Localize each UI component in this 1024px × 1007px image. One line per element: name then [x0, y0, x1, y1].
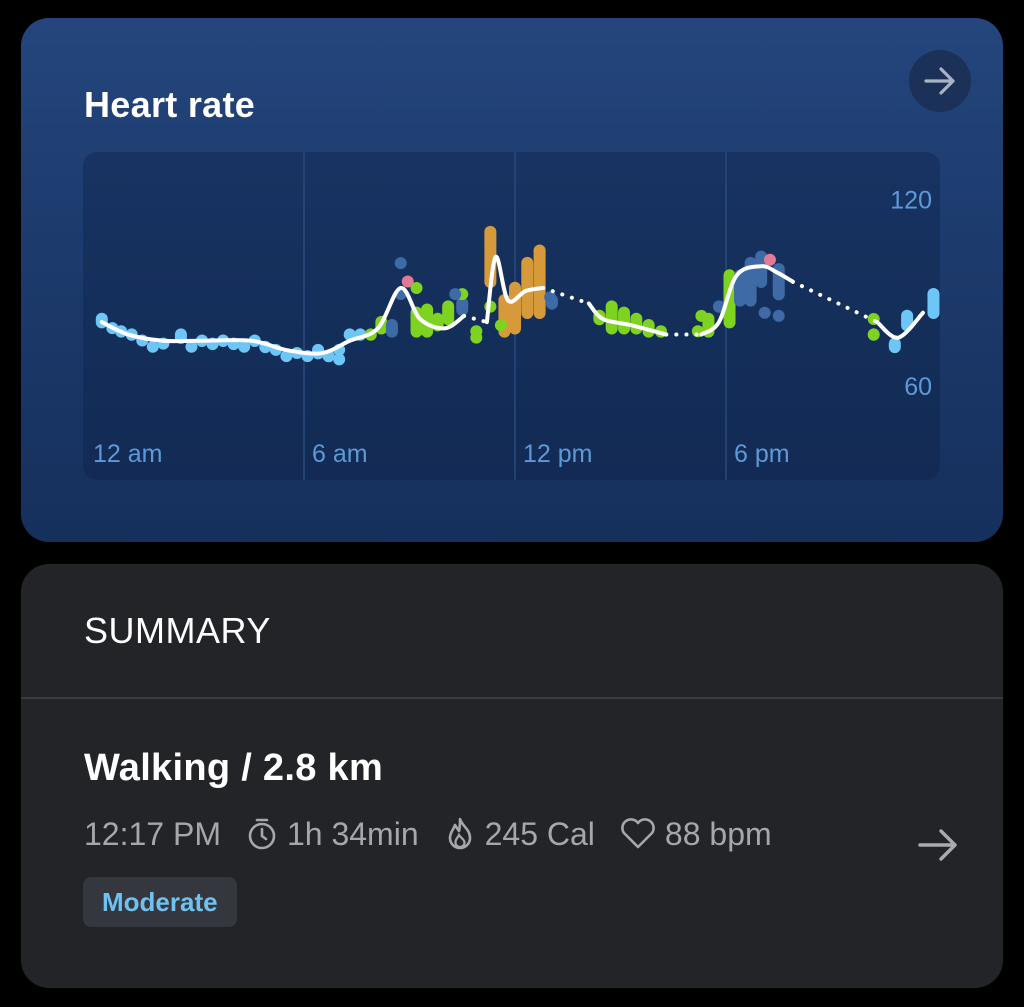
hr-bar-31 — [421, 303, 434, 338]
activity-duration-item: 1h 34min — [245, 816, 419, 853]
hr-bar-17 — [280, 350, 293, 363]
hr-bar-55 — [763, 253, 776, 266]
summary-card: SUMMARY Walking / 2.8 km 12:17 PM 1h 34m… — [21, 564, 1003, 988]
hr-bar-58 — [888, 337, 901, 354]
hr-bar-40 — [533, 244, 546, 320]
hr-bar-30 — [410, 306, 423, 338]
summary-title: SUMMARY — [84, 610, 271, 651]
activity-title: Walking / 2.8 km — [84, 747, 384, 789]
hr-bar-34 — [456, 297, 469, 316]
hr-bar-43 — [605, 300, 618, 335]
y-tick-label-1: 60 — [904, 373, 932, 401]
hr-bar-38 — [509, 281, 521, 335]
hr-dot-12 — [333, 353, 346, 366]
activity-meta: 12:17 PM 1h 34min 245 Cal — [84, 814, 796, 854]
hr-dot-5 — [494, 319, 507, 332]
x-tick-label-2: 12 pm — [523, 440, 592, 468]
hr-trend-segment-0 — [99, 285, 467, 356]
activity-time-item: 12:17 PM — [84, 816, 221, 853]
hr-trend-gap-3 — [790, 279, 880, 325]
activity-heart-rate-item: 88 bpm — [619, 816, 772, 853]
hr-bar-60 — [927, 287, 940, 320]
heart-rate-open-button[interactable] — [909, 50, 971, 112]
hr-bar-8 — [185, 340, 198, 353]
hr-dot-8 — [695, 309, 708, 322]
hr-dot-7 — [544, 291, 557, 304]
activity-time: 12:17 PM — [84, 815, 221, 852]
x-tick-label-0: 12 am — [93, 440, 162, 468]
activity-calories: 245 Cal — [484, 815, 595, 852]
hr-dot-3 — [470, 331, 483, 344]
flame-icon — [448, 817, 471, 850]
hr-bar-44 — [618, 306, 631, 335]
hr-bar-39 — [521, 256, 534, 320]
hr-bar-29 — [401, 275, 414, 288]
hr-trend-segment-1 — [484, 254, 546, 325]
intensity-badge: Moderate — [83, 877, 237, 927]
hr-dot-6 — [449, 288, 462, 301]
heart-rate-card[interactable]: Heart rate 12 am 6 am 12 pm 6 pm 120 60 — [21, 18, 1003, 542]
heart-rate-chart[interactable]: 12 am 6 am 12 pm 6 pm 120 60 — [83, 152, 940, 480]
hr-bar-13 — [238, 340, 251, 353]
heart-icon — [621, 818, 655, 849]
hr-dot-10 — [772, 309, 785, 322]
arrow-right-icon[interactable] — [917, 825, 961, 865]
hr-bar-5 — [146, 340, 159, 353]
hr-bar-52 — [734, 269, 747, 307]
activity-calories-item: 245 Cal — [443, 816, 595, 853]
hr-bar-27 — [385, 319, 398, 338]
hr-bar-53 — [744, 256, 757, 307]
hr-dot-9 — [758, 306, 771, 319]
heart-rate-chart-svg: 12 am 6 am 12 pm 6 pm 120 60 — [93, 152, 940, 480]
activity-duration: 1h 34min — [286, 815, 419, 852]
hr-dot-1 — [410, 281, 423, 294]
hr-trend-gap-0 — [462, 313, 489, 325]
hr-trend-segment-2 — [586, 301, 669, 337]
activity-row-walking[interactable]: Walking / 2.8 km 12:17 PM 1h 34min 245 C… — [21, 699, 1003, 988]
activity-avg-heart-rate: 88 bpm — [664, 815, 772, 852]
y-tick-label-0: 120 — [890, 187, 932, 215]
heart-rate-title: Heart rate — [84, 84, 256, 125]
hr-dot-0 — [394, 257, 407, 270]
hr-bar-56 — [772, 263, 785, 301]
hr-trend-segment-3 — [699, 264, 795, 337]
hr-bar-33 — [442, 300, 455, 326]
hr-bar-57 — [867, 328, 880, 341]
hr-trend-gap-1 — [541, 285, 591, 306]
x-tick-label-3: 6 pm — [734, 440, 790, 468]
timer-icon — [248, 818, 276, 850]
x-tick-label-1: 6 am — [312, 440, 368, 468]
hr-trend-segment-4 — [875, 310, 925, 340]
summary-divider — [21, 697, 1003, 699]
arrow-right-icon — [924, 67, 955, 95]
